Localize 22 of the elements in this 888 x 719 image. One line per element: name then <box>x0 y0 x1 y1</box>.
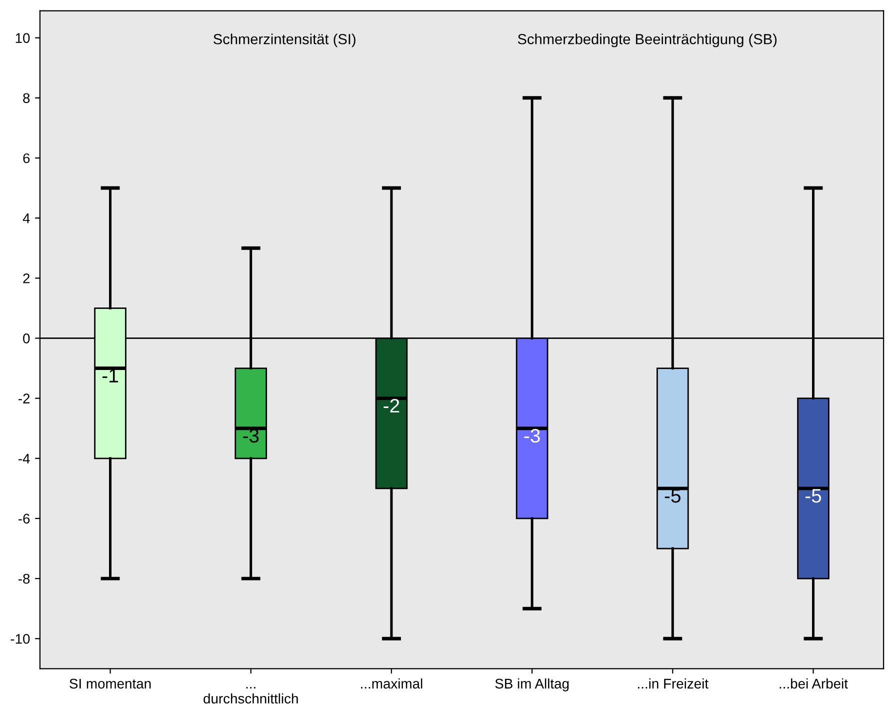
y-tick-label: 6 <box>23 153 30 164</box>
y-tick-label: 10 <box>16 33 30 43</box>
y-tick-label: -6 <box>18 514 30 524</box>
y-tick-label: 2 <box>23 273 30 284</box>
y-tick-label: 8 <box>23 93 30 104</box>
y-tick-label: 4 <box>22 214 30 224</box>
x-tick-label: SI momentan <box>70 678 151 689</box>
annotation: Schmerzbedingte Beeinträchtigung (SB) <box>518 34 777 48</box>
x-tick-label: SB im Alltag <box>495 678 569 692</box>
text: -5 <box>805 489 822 503</box>
x-tick-label: ...in Freizeit <box>638 678 708 689</box>
annotation: Schmerzintensität (SI) <box>214 34 356 48</box>
y-tick-label: -4 <box>18 454 30 464</box>
y-tick-label: -2 <box>18 394 30 404</box>
text: -3 <box>524 428 540 443</box>
x-tick-label: ...bei Arbeit <box>780 678 848 689</box>
y-tick-label: 0 <box>23 334 30 344</box>
y-tick-label: -10 <box>10 634 30 644</box>
y-tick-label: -8 <box>18 574 30 584</box>
x-tick-label: ... durchschnittlich <box>204 686 298 704</box>
text: -2 <box>384 398 400 412</box>
x-tick-label: ...maximal <box>361 678 422 689</box>
